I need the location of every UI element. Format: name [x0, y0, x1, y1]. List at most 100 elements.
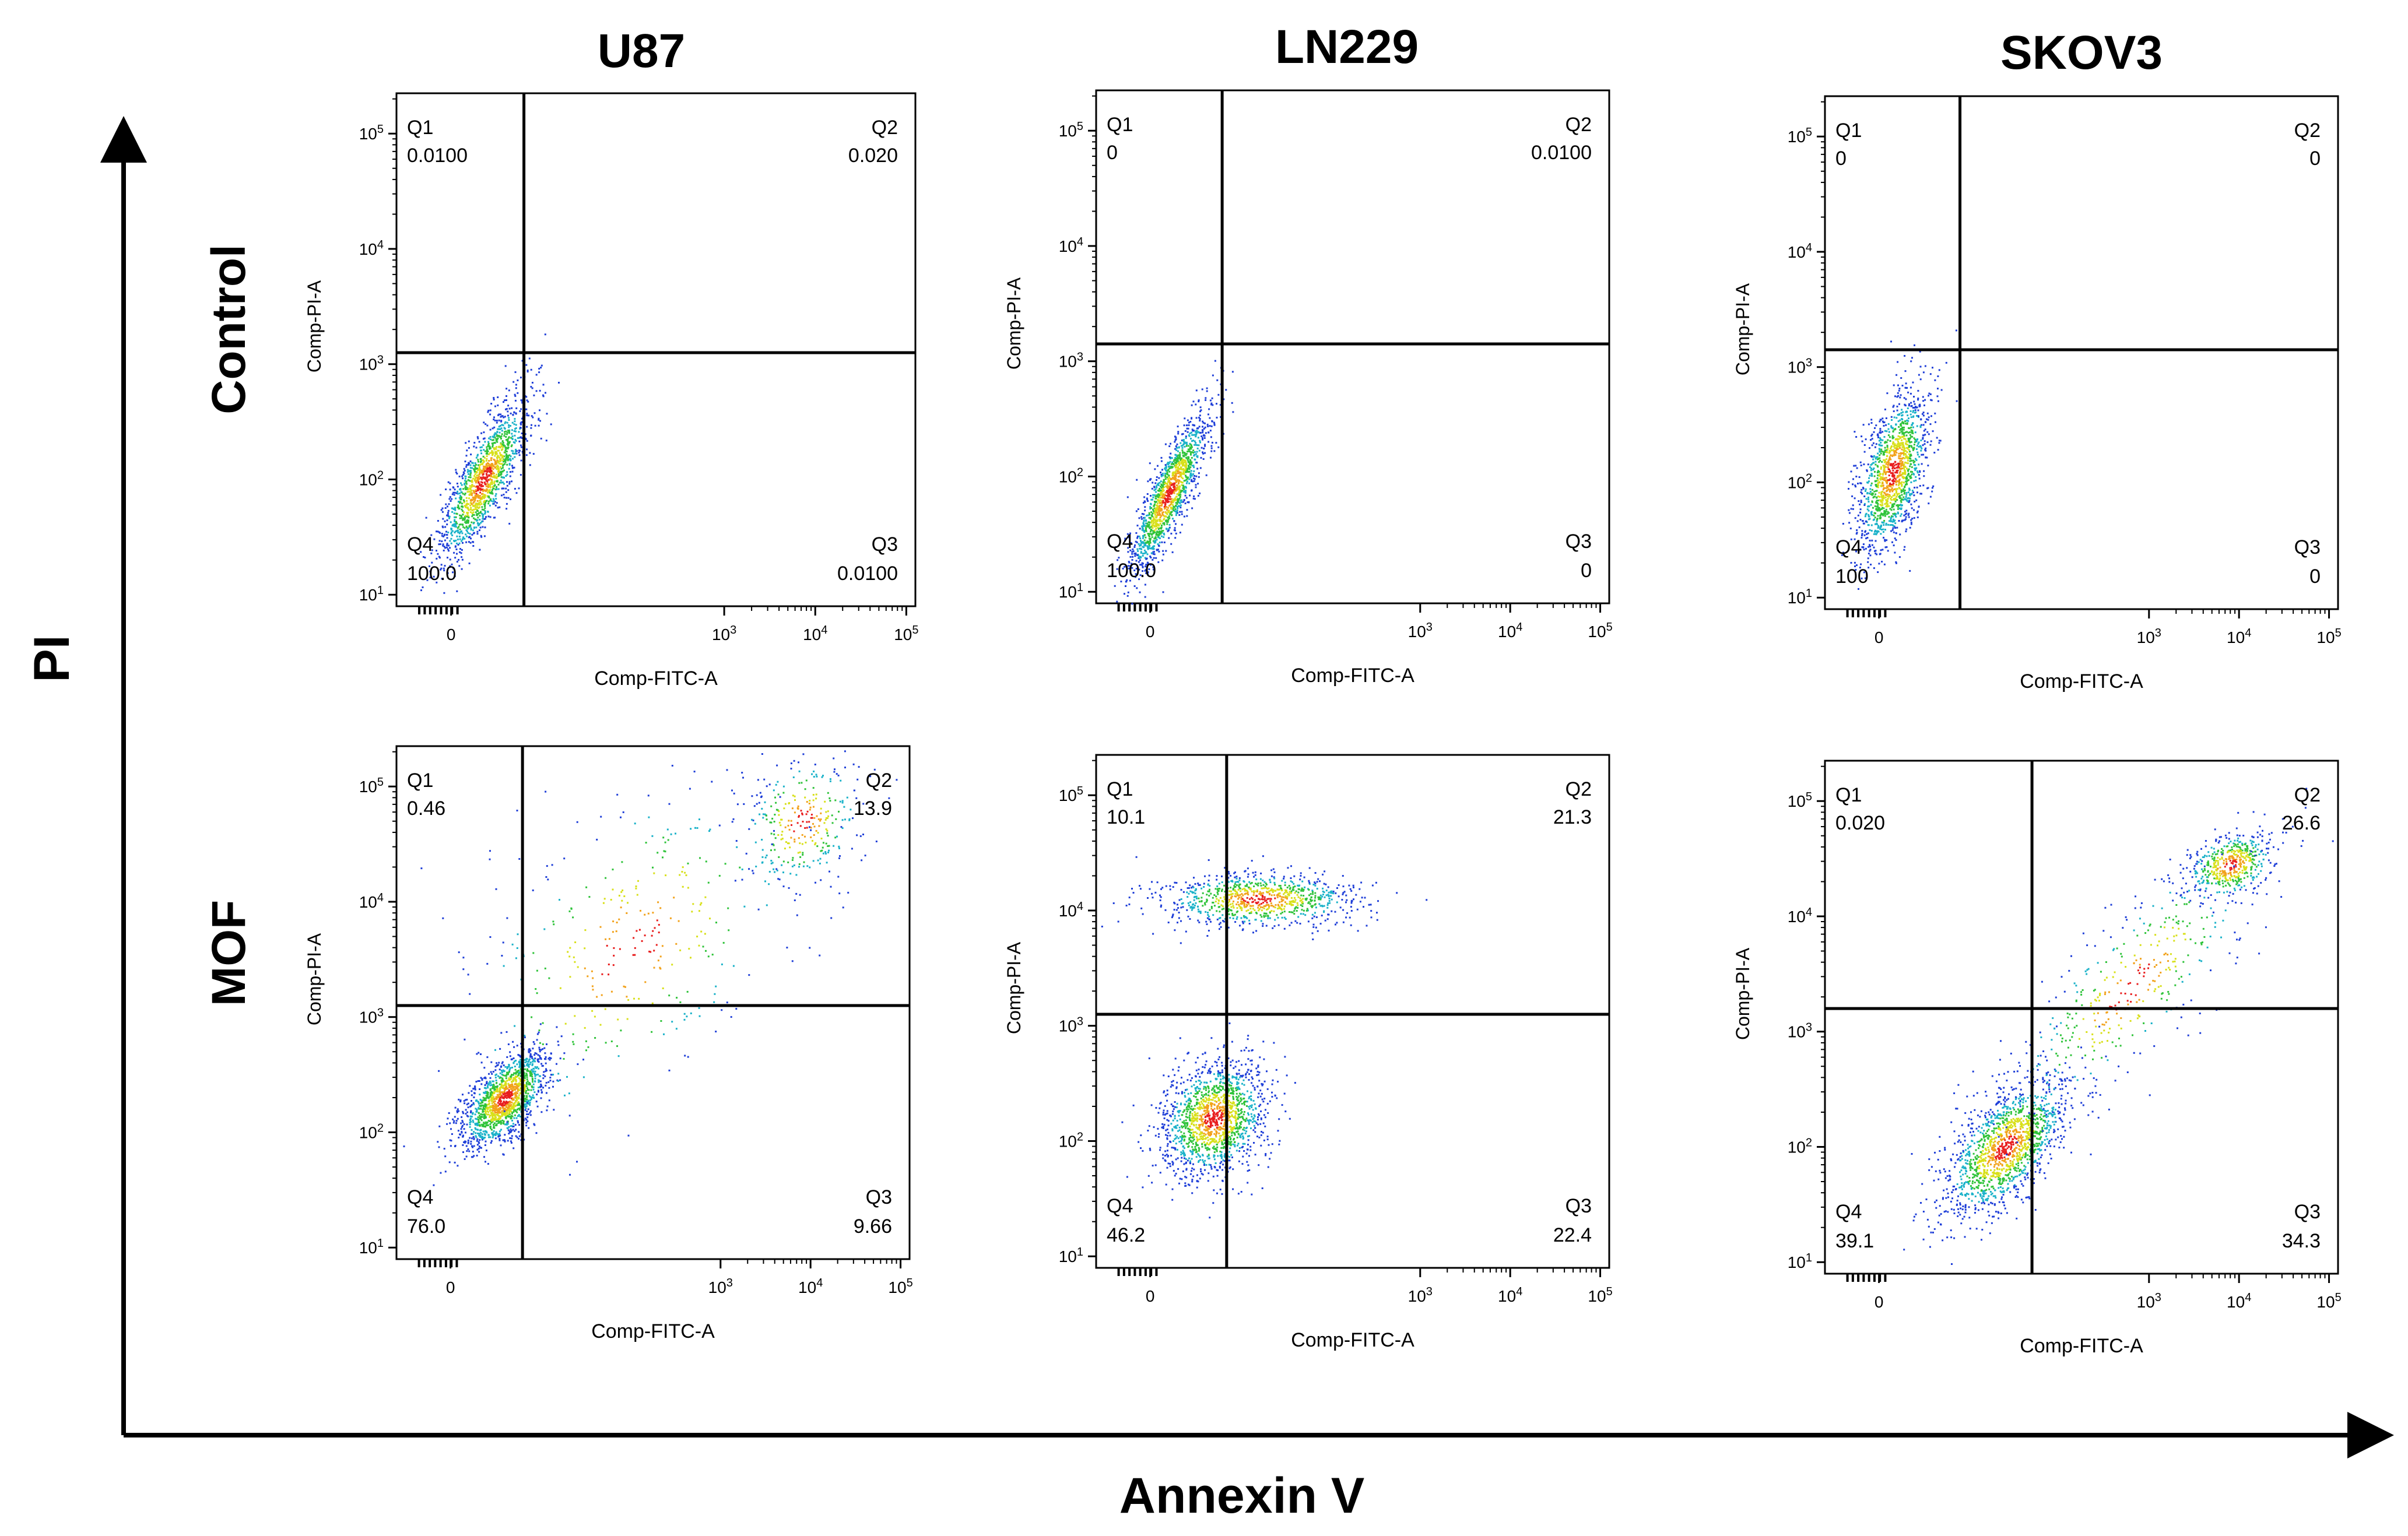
event-dot — [477, 494, 479, 496]
event-dot — [502, 446, 504, 448]
x-tick-label: 105 — [2316, 627, 2341, 646]
event-dot — [1185, 437, 1187, 440]
event-dot — [525, 1060, 528, 1063]
event-dot — [1880, 499, 1882, 501]
event-dot — [482, 490, 485, 492]
event-dot — [1905, 494, 1908, 496]
event-dot — [525, 408, 528, 410]
event-dot — [1195, 475, 1198, 477]
event-dot — [1895, 483, 1897, 486]
x-tick-label: 104 — [2227, 627, 2251, 646]
event-dot — [1187, 476, 1189, 479]
event-dot — [1898, 426, 1900, 428]
event-dot — [484, 450, 486, 452]
event-dot — [1854, 517, 1856, 519]
event-dot — [1887, 460, 1890, 462]
event-dot — [475, 486, 477, 488]
event-dot — [1894, 498, 1896, 500]
event-dot — [1898, 474, 1900, 476]
event-dot — [485, 485, 487, 487]
event-dot — [1882, 484, 1884, 487]
event-dot — [1872, 462, 1875, 464]
event-dot — [1182, 501, 1184, 503]
event-dot — [1911, 507, 1913, 509]
event-dot — [471, 467, 473, 469]
event-dot — [465, 483, 468, 485]
event-dot — [1168, 470, 1171, 473]
event-dot — [449, 482, 451, 484]
event-dot — [478, 1105, 480, 1107]
event-dot — [1910, 405, 1912, 407]
x-tick-label: 104 — [803, 624, 827, 644]
event-dot — [1931, 490, 1933, 493]
event-dot — [1880, 450, 1883, 452]
event-dot — [450, 500, 452, 502]
event-dot — [1886, 451, 1889, 454]
event-dot — [1164, 476, 1167, 478]
event-dot — [1896, 476, 1898, 479]
event-dot — [528, 357, 531, 360]
event-dot — [1191, 417, 1193, 419]
event-dot — [497, 455, 499, 458]
event-dot — [1897, 361, 1899, 363]
event-dot — [1860, 563, 1862, 565]
event-dot — [472, 541, 475, 543]
x-tick-label: 104 — [1498, 621, 1522, 641]
event-dot — [449, 565, 451, 567]
event-dot — [1929, 444, 1932, 446]
event-dot — [1856, 564, 1858, 567]
event-dot — [518, 454, 521, 456]
event-dot — [527, 400, 529, 403]
event-dot — [1867, 524, 1869, 526]
event-dot — [1903, 463, 1905, 466]
event-dot — [538, 417, 540, 420]
event-dot — [1909, 431, 1911, 433]
event-dot — [1895, 471, 1897, 473]
event-dot — [1193, 495, 1195, 497]
event-dot — [1190, 470, 1192, 472]
event-dot — [1898, 481, 1900, 483]
event-dot — [525, 1119, 528, 1120]
event-dot — [1164, 466, 1167, 469]
event-dot — [515, 450, 518, 452]
event-dot — [494, 437, 496, 439]
event-dot — [453, 551, 455, 554]
event-dot — [1197, 427, 1199, 429]
event-dot — [1883, 536, 1884, 539]
event-dot — [1914, 469, 1916, 472]
event-dot — [1895, 480, 1898, 483]
event-dot — [1905, 530, 1907, 533]
event-dot — [1162, 591, 1164, 593]
event-dot — [532, 1041, 535, 1043]
event-dot — [454, 488, 456, 491]
event-dot — [1143, 513, 1145, 515]
event-dot — [535, 374, 538, 376]
event-dot — [477, 496, 479, 498]
event-dot — [1147, 535, 1150, 537]
event-dot — [1143, 520, 1145, 522]
event-dot — [1154, 536, 1157, 539]
event-dot — [1898, 475, 1900, 477]
event-dot — [1871, 475, 1873, 477]
event-dot — [459, 551, 461, 553]
event-dot — [501, 430, 503, 432]
event-dot — [1908, 417, 1909, 420]
event-dot — [1897, 488, 1898, 490]
event-dot — [508, 483, 511, 485]
event-dot — [469, 474, 472, 476]
event-dot — [1137, 508, 1139, 510]
event-dot — [457, 486, 459, 488]
event-dot — [1886, 504, 1888, 507]
event-dot — [1148, 523, 1150, 526]
event-dot — [1177, 488, 1179, 490]
event-dot — [1167, 463, 1170, 466]
event-dot — [1869, 546, 1871, 547]
event-dot — [1870, 514, 1873, 516]
event-dot — [515, 1100, 517, 1102]
event-dot — [1188, 448, 1191, 451]
event-dot — [1956, 400, 1958, 402]
event-dot — [1157, 493, 1160, 495]
event-dot — [1907, 479, 1909, 481]
event-dot — [532, 1083, 535, 1085]
event-dot — [1900, 444, 1902, 447]
